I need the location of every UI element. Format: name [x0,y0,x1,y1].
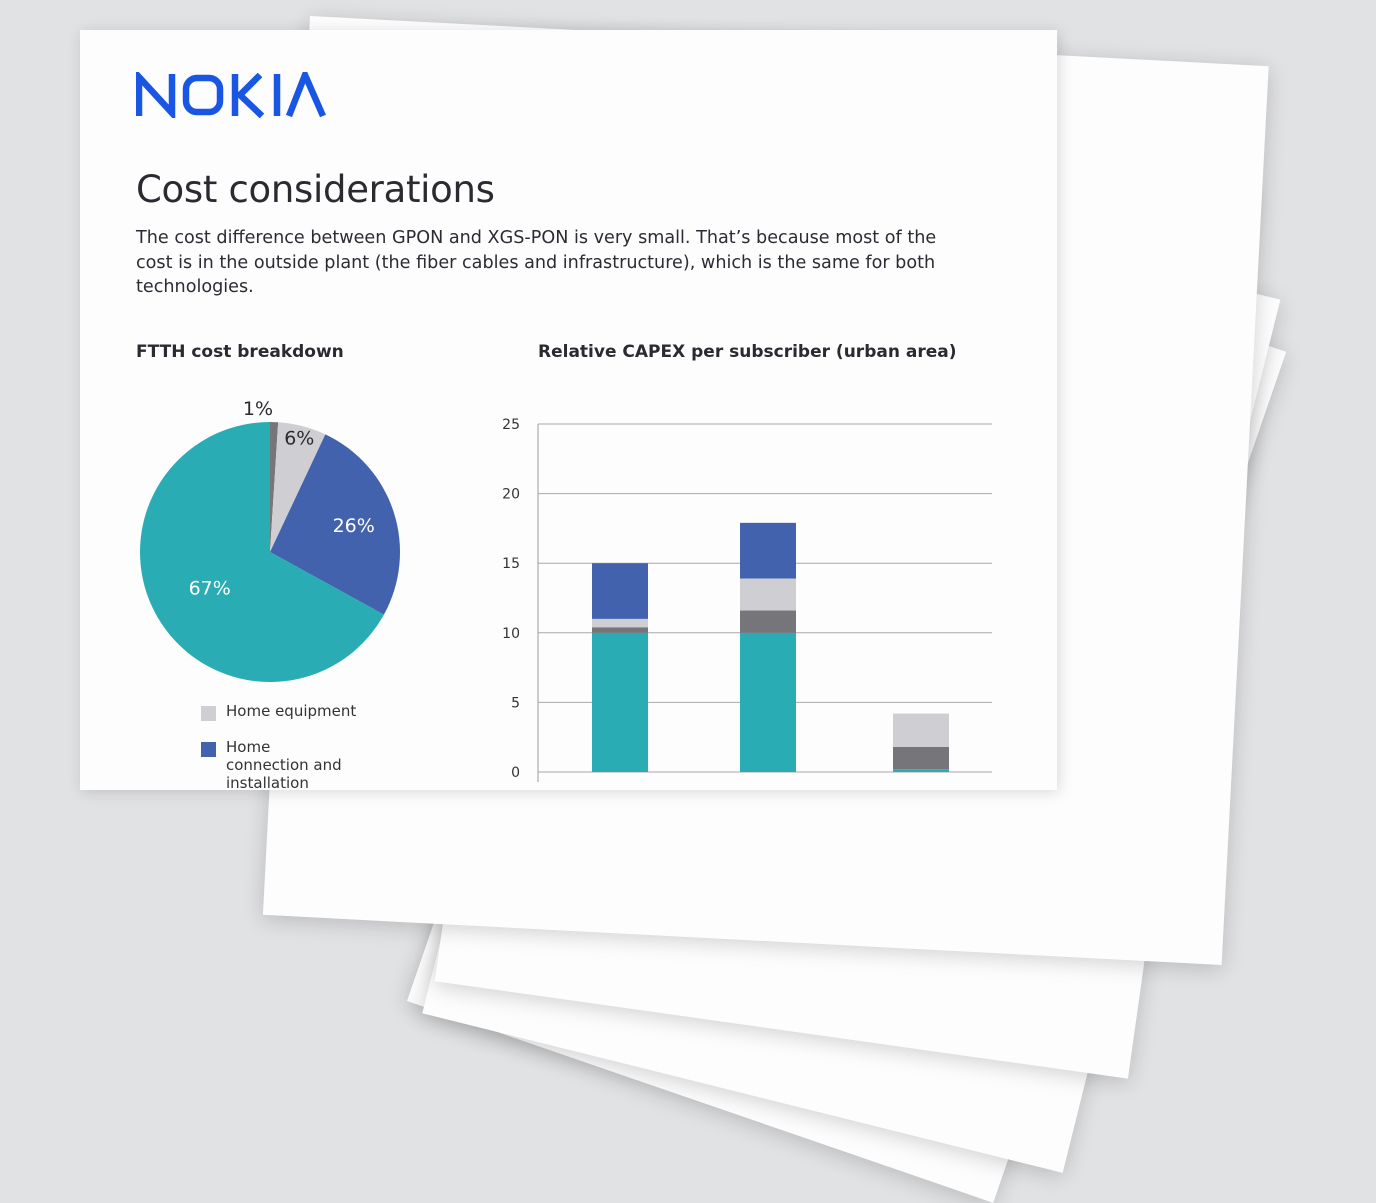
pie-slice [140,422,384,682]
bar-segment [893,713,949,747]
y-tick-label: 25 [502,417,520,433]
pie-slice-label: 26% [333,515,375,537]
pie-slice [270,434,401,615]
pie-chart-title: FTTH cost breakdown [136,342,344,362]
legend-label: Home equipment [226,702,357,720]
bar-segment [740,578,796,611]
document-page: Cost considerations The cost difference … [80,30,1057,792]
pie-slice [270,422,326,552]
legend-label: Home connection and installation [226,738,342,792]
y-tick-label: 10 [502,626,520,642]
bar-segment [740,632,796,772]
legend-swatch [201,706,216,721]
pie-slice-label: 6% [284,428,314,450]
bar-segment [740,522,796,579]
pie-slice [270,422,279,552]
y-tick-label: 0 [511,765,520,781]
pie-slice-label: 67% [189,578,231,600]
bar-segment [592,618,648,628]
intro-paragraph: The cost difference between GPON and XGS… [136,228,937,297]
y-tick-label: 20 [502,487,520,503]
bar-segment [592,563,648,619]
y-tick-label: 15 [502,556,520,572]
bar-segment [592,632,648,772]
page-title: Cost considerations [136,168,495,211]
bar-chart-title: Relative CAPEX per subscriber (urban are… [538,342,957,362]
pie-slice-label: 1% [243,398,273,420]
y-tick-label: 5 [511,695,520,711]
bar-segment [893,746,949,770]
nokia-logo [136,72,326,118]
stacked-bar-chart: 0 5 10 15 20 25 [502,417,992,782]
bar-segment [592,627,648,633]
bar-segment [740,610,796,633]
bar-segment [893,769,949,772]
pie-chart: 1% 6% 26% 67% [140,398,401,682]
legend-swatch [201,742,216,757]
